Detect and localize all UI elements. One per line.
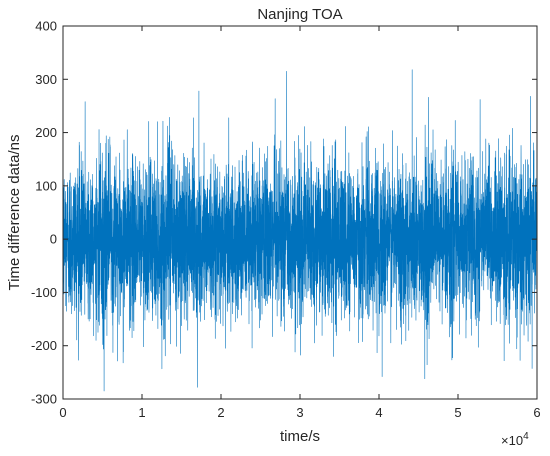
y-tick-label: 400 bbox=[35, 19, 57, 34]
x-tick-label: 4 bbox=[375, 405, 382, 420]
x-tick-label: 3 bbox=[296, 405, 303, 420]
y-tick-label: -300 bbox=[31, 392, 57, 407]
ticks-layer: 0 1 2 3 4 5 6 -300 -200 -100 0 100 200 300 400 bbox=[31, 19, 541, 421]
x-axis-exponent-power: 4 bbox=[523, 431, 529, 442]
x-axis-label: time/s bbox=[280, 428, 320, 445]
y-tick-label: 0 bbox=[50, 232, 57, 247]
series-line bbox=[62, 69, 538, 392]
chart-title: Nanjing TOA bbox=[257, 6, 342, 23]
y-tick-label: 200 bbox=[35, 125, 57, 140]
x-tick-label: 0 bbox=[59, 405, 66, 420]
x-tick-label: 6 bbox=[533, 405, 540, 420]
y-axis-label: Time difference data/ns bbox=[6, 135, 23, 291]
y-tick-label: 100 bbox=[35, 178, 57, 193]
x-tick-label: 1 bbox=[138, 405, 145, 420]
x-axis-exponent: ×104 bbox=[501, 431, 529, 448]
y-tick-label: -200 bbox=[31, 338, 57, 353]
x-tick-label: 2 bbox=[217, 405, 224, 420]
y-tick-label: -100 bbox=[31, 285, 57, 300]
x-axis-exponent-base: ×10 bbox=[501, 433, 523, 448]
series-layer bbox=[62, 69, 538, 392]
x-tick-label: 5 bbox=[454, 405, 461, 420]
y-tick-label: 300 bbox=[35, 72, 57, 87]
